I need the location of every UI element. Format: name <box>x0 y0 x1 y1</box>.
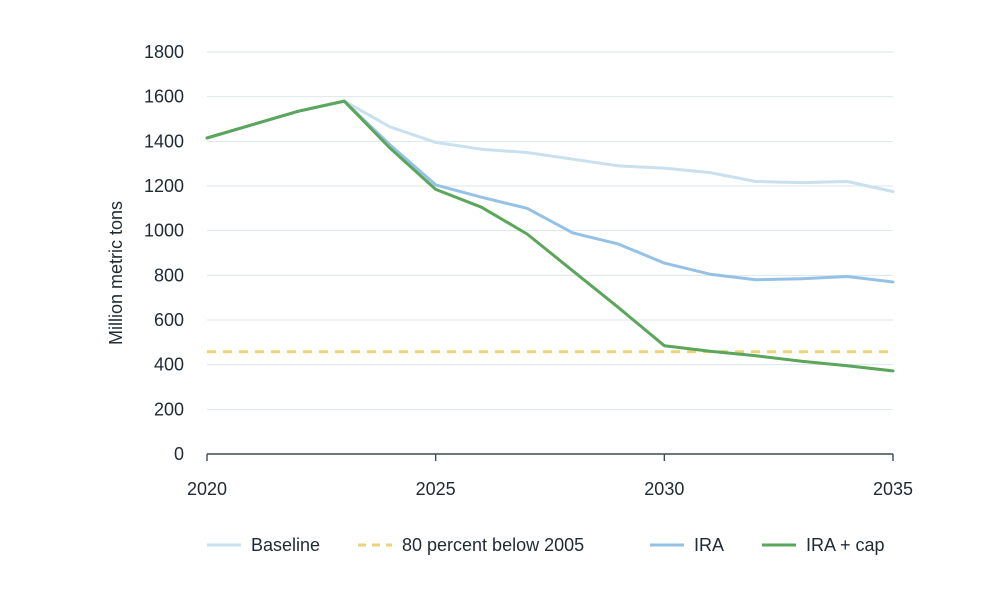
y-tick-label: 1400 <box>144 131 184 151</box>
series-line-ira-cap <box>205 99 895 373</box>
y-tick-label: 1800 <box>144 42 184 62</box>
x-axis-ticks: 2020 2025 2030 2035 <box>187 454 913 499</box>
legend-label: 80 percent below 2005 <box>402 535 584 555</box>
y-axis-ticks: 0 200 400 600 800 1000 1200 1400 1600 1800 <box>144 42 184 464</box>
legend-label: IRA + cap <box>806 535 885 555</box>
y-tick-label: 0 <box>174 444 184 464</box>
x-tick-label: 2035 <box>873 479 913 499</box>
series-lines <box>205 99 895 373</box>
y-tick-label: 1000 <box>144 221 184 241</box>
series-line-baseline <box>205 99 895 194</box>
legend-label: Baseline <box>251 535 320 555</box>
legend: Baseline 80 percent below 2005 IRA IRA + ca… <box>207 535 885 555</box>
y-tick-label: 1600 <box>144 87 184 107</box>
gridlines <box>207 51 893 455</box>
series-line-ira <box>205 99 895 284</box>
y-axis-title: Million metric tons <box>106 201 126 345</box>
y-tick-label: 200 <box>154 399 184 419</box>
y-tick-label: 1200 <box>144 176 184 196</box>
y-tick-label: 600 <box>154 310 184 330</box>
x-tick-label: 2030 <box>644 479 684 499</box>
y-tick-label: 400 <box>154 355 184 375</box>
y-tick-label: 800 <box>154 265 184 285</box>
x-tick-label: 2020 <box>187 479 227 499</box>
legend-label: IRA <box>694 535 724 555</box>
x-tick-label: 2025 <box>416 479 456 499</box>
